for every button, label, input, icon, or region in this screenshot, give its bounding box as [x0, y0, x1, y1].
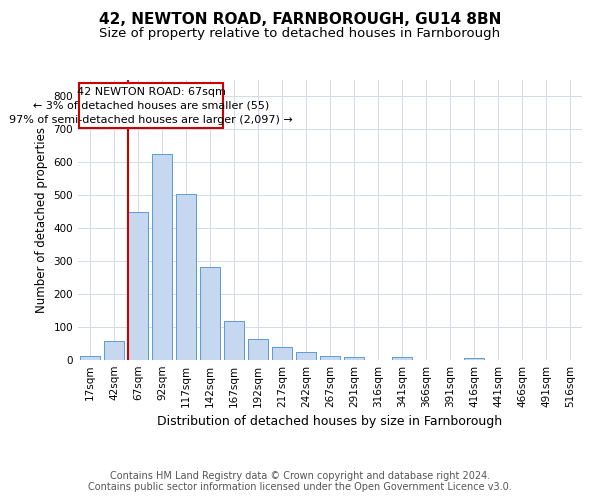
Text: 42 NEWTON ROAD: 67sqm
← 3% of detached houses are smaller (55)
97% of semi-detac: 42 NEWTON ROAD: 67sqm ← 3% of detached h…: [10, 86, 293, 124]
Bar: [80, 356, 100, 360]
Text: Contains HM Land Registry data © Crown copyright and database right 2024.
Contai: Contains HM Land Registry data © Crown c…: [88, 471, 512, 492]
Bar: [200, 267, 220, 360]
Text: Size of property relative to detached houses in Farnborough: Size of property relative to detached ho…: [100, 28, 500, 40]
Text: 42, NEWTON ROAD, FARNBOROUGH, GU14 8BN: 42, NEWTON ROAD, FARNBOROUGH, GU14 8BN: [99, 12, 501, 28]
Bar: [296, 352, 316, 360]
Bar: [464, 358, 484, 360]
Y-axis label: Number of detached properties: Number of detached properties: [35, 127, 48, 313]
Bar: [320, 356, 340, 360]
Bar: [128, 212, 148, 360]
Bar: [224, 322, 244, 360]
Bar: [248, 338, 268, 360]
Bar: [152, 154, 172, 360]
X-axis label: Distribution of detached houses by size in Farnborough: Distribution of detached houses by size …: [157, 416, 503, 428]
Bar: [104, 341, 124, 360]
FancyBboxPatch shape: [79, 84, 223, 128]
Bar: [344, 357, 364, 360]
Bar: [392, 358, 412, 360]
Bar: [272, 348, 292, 360]
Bar: [176, 194, 196, 360]
